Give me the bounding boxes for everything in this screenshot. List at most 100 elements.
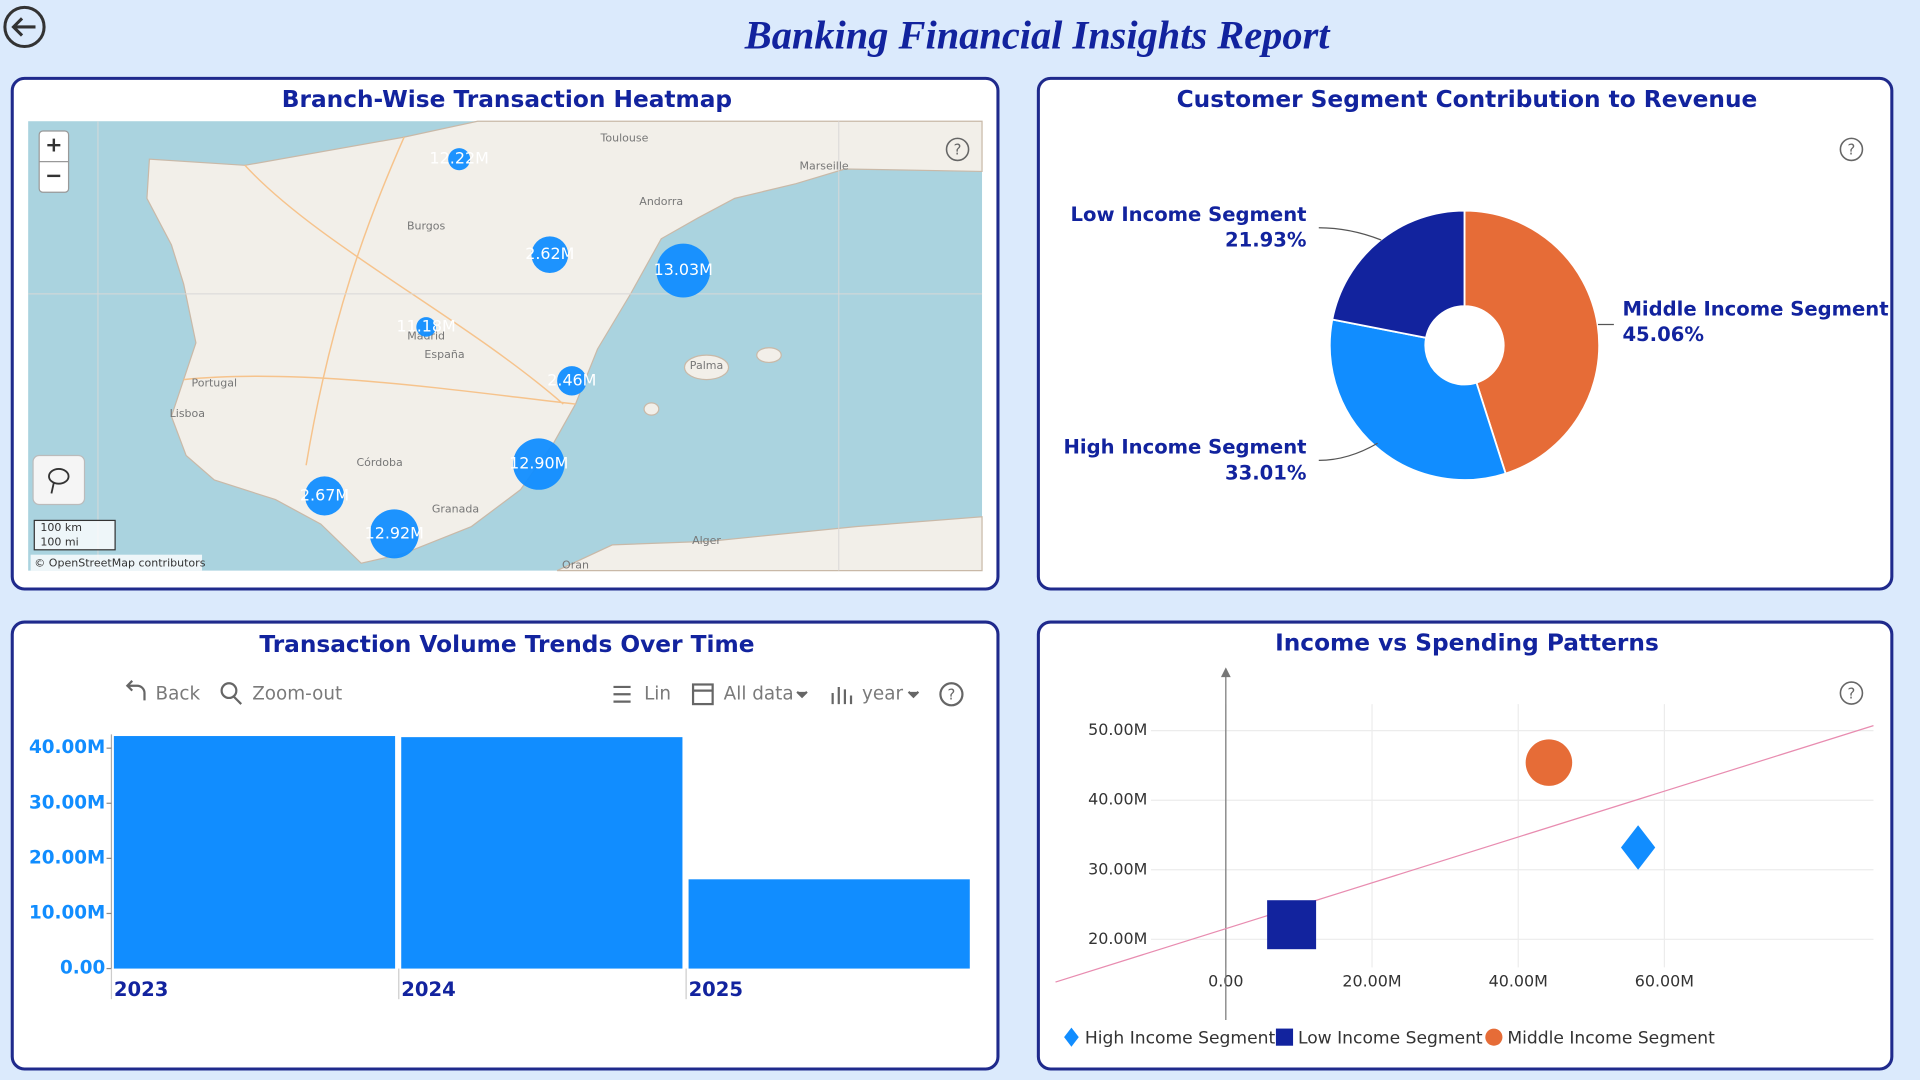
scale-km: 100 km (40, 521, 82, 534)
place-label: Palma (690, 359, 723, 372)
x-tick-label: 40.00M (1489, 972, 1548, 991)
y-tick-label: 20.00M (29, 847, 105, 868)
donut-slice[interactable] (1463, 209, 1601, 475)
place-label: Alger (692, 534, 721, 547)
slice-value: 21.93% (1225, 229, 1307, 252)
bubble-label: 12.92M (365, 523, 424, 542)
data-point[interactable] (1620, 825, 1656, 870)
bar[interactable] (401, 737, 683, 969)
branch-bubble[interactable] (513, 438, 565, 490)
attribution: © OpenStreetMap contributors (34, 556, 205, 569)
toolbar-item[interactable]: All data (724, 683, 794, 704)
data-point[interactable] (1525, 739, 1573, 786)
chart-layer: Toulouse Marseille Andorra Burgos Portugal Li… (29, 131, 1889, 1048)
toolbar-icons (125, 680, 964, 707)
help-icon[interactable]: ? (1839, 137, 1864, 162)
attribution-bg (30, 554, 203, 571)
place-label: Oran (562, 559, 589, 572)
place-label: España (424, 348, 464, 361)
back-button[interactable] (3, 5, 46, 49)
x-tick-label: 2023 (114, 978, 169, 1001)
help-icon[interactable]: ? (948, 687, 956, 704)
zoom-out[interactable]: − (45, 163, 62, 187)
toolbar-item[interactable]: Zoom-out (252, 683, 342, 704)
y-tick-label: 30.00M (1088, 859, 1147, 878)
toolbar-item[interactable]: Back (156, 683, 201, 704)
legend-swatch[interactable] (1064, 1027, 1079, 1047)
legend-label[interactable]: Middle Income Segment (1507, 1028, 1715, 1048)
place-label: Toulouse (600, 131, 649, 144)
legend-swatch[interactable] (1485, 1028, 1503, 1046)
bubble-label: 12.90M (509, 454, 568, 473)
x-tick-label: 2025 (689, 978, 744, 1001)
zoom-in[interactable]: + (45, 133, 62, 157)
bubble-label: 13.03M (654, 260, 713, 279)
bubble-label: 2.67M (300, 485, 349, 504)
bubble-label: 2.62M (525, 244, 574, 263)
panel-title: Branch-Wise Transaction Heatmap (282, 86, 732, 113)
y-tick-label: 40.00M (1088, 790, 1147, 809)
donut-slice[interactable] (1331, 209, 1466, 339)
branch-bubble[interactable] (531, 236, 569, 274)
bar[interactable] (113, 736, 396, 969)
scale-mi: 100 mi (40, 535, 78, 548)
leader-line (1318, 227, 1382, 241)
bubble-label: 12.22M (430, 149, 489, 168)
place-label: Marseille (799, 160, 848, 173)
y-tick-label: 50.00M (1088, 720, 1147, 739)
branch-bubble[interactable] (304, 476, 345, 516)
place-label: Granada (432, 502, 479, 515)
place-label: Andorra (639, 195, 683, 208)
toolbar-item[interactable]: Lin (644, 683, 671, 704)
panel-title: Customer Segment Contribution to Revenue (1177, 86, 1758, 113)
branch-bubble[interactable] (416, 317, 436, 337)
report-title: Banking Financial Insights Report (744, 12, 1332, 57)
place-label: Lisboa (170, 407, 205, 420)
branch-bubble[interactable] (448, 148, 471, 171)
leader-line (1318, 442, 1378, 462)
x-tick-label: 2024 (401, 978, 456, 1001)
map-base (28, 120, 983, 572)
bubble-label: 2.46M (547, 370, 596, 389)
toolbar-item[interactable]: year (862, 683, 903, 704)
y-tick-label: 0.00 (60, 958, 105, 979)
y-tick-label: 20.00M (1088, 929, 1147, 948)
panel (1036, 620, 1894, 1071)
slice-label: Low Income Segment (1071, 203, 1307, 226)
slice-value: 33.01% (1225, 461, 1307, 484)
place-label: Portugal (191, 376, 237, 389)
slice-label: High Income Segment (1064, 436, 1307, 459)
panel-title: Transaction Volume Trends Over Time (259, 631, 754, 658)
branch-bubble[interactable] (656, 243, 711, 298)
place-label: Córdoba (356, 456, 402, 469)
legend-label[interactable]: High Income Segment (1085, 1028, 1276, 1048)
panel-title: Income vs Spending Patterns (1275, 630, 1659, 657)
x-tick-label: 60.00M (1635, 972, 1694, 991)
axis-arrow (1220, 667, 1231, 678)
y-tick-label: 40.00M (29, 737, 105, 758)
svg-text:?: ? (1848, 142, 1856, 159)
svg-text:?: ? (954, 142, 962, 159)
slice-label: Middle Income Segment (1622, 297, 1888, 320)
data-point[interactable] (1267, 900, 1317, 950)
help-icon[interactable]: ? (1839, 681, 1864, 705)
y-tick-label: 30.00M (29, 792, 105, 813)
zoom-control[interactable] (38, 130, 70, 193)
place-label: Burgos (407, 220, 446, 233)
branch-bubble[interactable] (557, 366, 587, 396)
svg-text:?: ? (1848, 685, 1856, 702)
legend-swatch[interactable] (1275, 1028, 1294, 1046)
help-icon[interactable]: ? (945, 137, 970, 162)
bar[interactable] (688, 879, 970, 969)
branch-bubble[interactable] (369, 509, 419, 559)
panel (1036, 76, 1894, 591)
scale-bar (33, 519, 116, 551)
lasso-button[interactable] (32, 454, 86, 506)
bubble-label: 11.18M (396, 316, 455, 335)
slice-value: 45.06% (1622, 323, 1704, 346)
donut-slice[interactable] (1328, 318, 1507, 481)
legend-label[interactable]: Low Income Segment (1298, 1028, 1483, 1048)
y-tick-label: 10.00M (29, 902, 105, 923)
x-tick-label: 20.00M (1342, 972, 1401, 991)
